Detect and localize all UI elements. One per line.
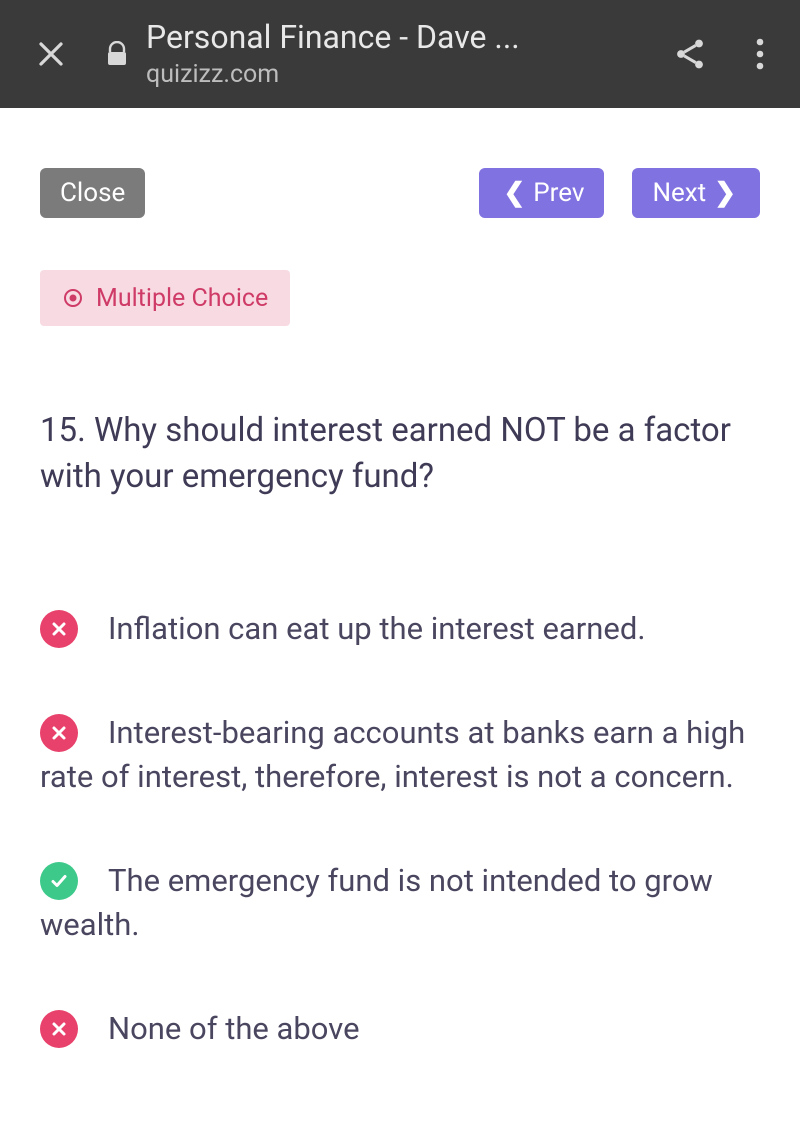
chevron-right-icon: ❯	[714, 178, 736, 208]
answer-text: None of the above	[108, 1010, 360, 1047]
answer-text: The emergency fund is not intended to gr…	[40, 862, 713, 943]
page-domain: quizizz.com	[146, 59, 648, 90]
answer-option[interactable]: None of the above	[40, 1007, 760, 1051]
next-button-label: Next	[652, 178, 706, 208]
chevron-left-icon: ❮	[503, 178, 525, 208]
prev-button-label: Prev	[533, 178, 584, 208]
nav-row: Close ❮ Prev Next ❯	[40, 168, 760, 218]
wrong-marker-icon	[40, 610, 78, 648]
prev-button[interactable]: ❮ Prev	[479, 168, 604, 218]
page-title: Personal Finance - Dave ...	[146, 17, 648, 57]
answer-option[interactable]: Inflation can eat up the interest earned…	[40, 607, 760, 651]
browser-bar: Personal Finance - Dave ... quizizz.com	[0, 0, 800, 108]
overflow-menu-icon[interactable]	[748, 32, 772, 76]
answer-text: Inflation can eat up the interest earned…	[108, 610, 646, 647]
close-button-label: Close	[60, 178, 125, 208]
wrong-marker-icon	[40, 714, 78, 752]
content-area: Close ❮ Prev Next ❯ Multiple Choice 15. …	[0, 108, 800, 1051]
share-icon[interactable]	[668, 32, 712, 76]
close-icon[interactable]	[34, 37, 68, 71]
answer-option[interactable]: Interest-bearing accounts at banks earn …	[40, 711, 760, 799]
question-type-row: Multiple Choice	[40, 270, 760, 326]
radio-icon	[62, 287, 84, 309]
answer-option[interactable]: The emergency fund is not intended to gr…	[40, 859, 760, 947]
question-type-label: Multiple Choice	[96, 284, 268, 313]
question-type-badge: Multiple Choice	[40, 270, 290, 326]
question-text: 15. Why should interest earned NOT be a …	[40, 408, 760, 499]
wrong-marker-icon	[40, 1010, 78, 1048]
correct-marker-icon	[40, 862, 78, 900]
answer-text: Interest-bearing accounts at banks earn …	[40, 714, 745, 795]
address-title-block[interactable]: Personal Finance - Dave ... quizizz.com	[146, 17, 648, 90]
lock-icon	[104, 39, 130, 69]
close-button[interactable]: Close	[40, 168, 145, 218]
answers-list: Inflation can eat up the interest earned…	[40, 607, 760, 1051]
next-button[interactable]: Next ❯	[632, 168, 760, 218]
